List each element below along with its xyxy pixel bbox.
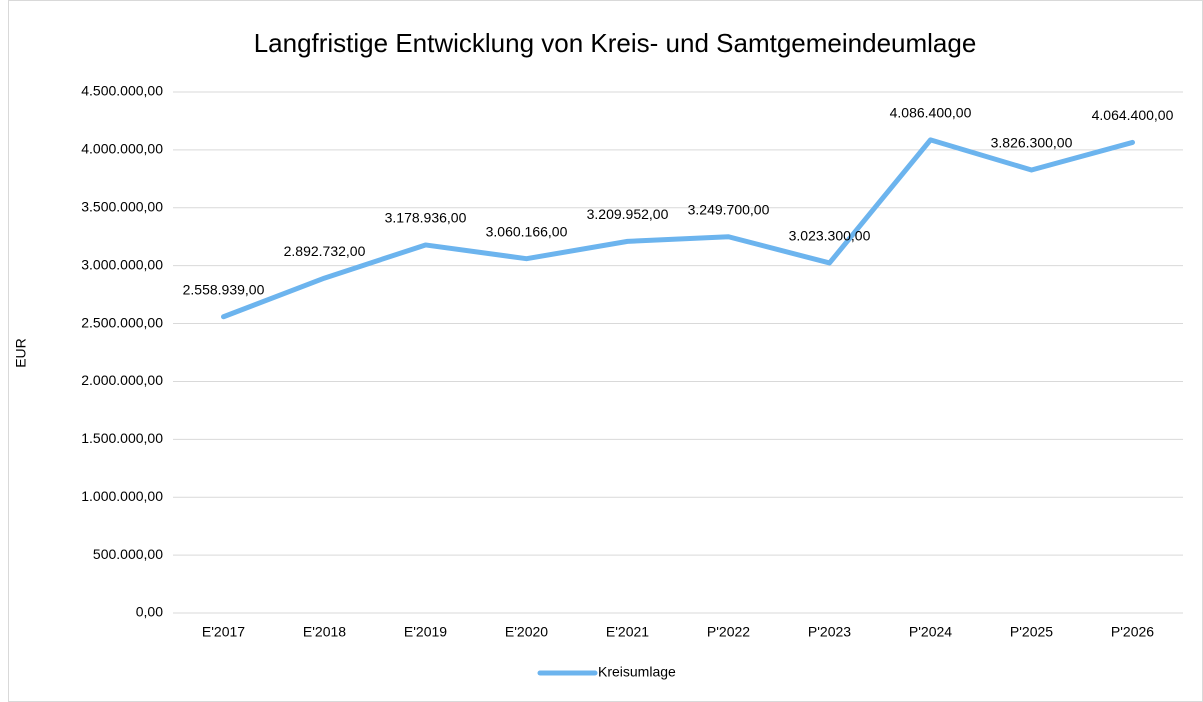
x-tick-label: P'2024 (909, 624, 952, 640)
x-tick-label: E'2019 (404, 624, 447, 640)
x-tick-label: E'2021 (606, 624, 649, 640)
chart-frame (8, 0, 1203, 702)
y-tick-label: 3.500.000,00 (81, 198, 163, 214)
y-tick-label: 500.000,00 (93, 546, 163, 562)
x-tick-label: P'2022 (707, 624, 750, 640)
data-label: 3.826.300,00 (991, 135, 1073, 151)
x-tick-label: E'2018 (303, 624, 346, 640)
y-tick-label: 2.000.000,00 (81, 372, 163, 388)
y-tick-label: 1.500.000,00 (81, 430, 163, 446)
chart-title: Langfristige Entwicklung von Kreis- und … (254, 28, 977, 58)
y-tick-label: 4.500.000,00 (81, 83, 163, 99)
data-label: 3.209.952,00 (587, 206, 669, 222)
y-tick-label: 3.000.000,00 (81, 256, 163, 272)
data-line (221, 137, 1135, 320)
data-label: 3.060.166,00 (486, 223, 568, 239)
data-label: 4.086.400,00 (890, 105, 972, 121)
data-label: 3.178.936,00 (385, 210, 467, 226)
x-tick-label: P'2026 (1111, 624, 1154, 640)
x-tick-label: P'2023 (808, 624, 851, 640)
y-tick-label: 0,00 (136, 604, 163, 620)
data-label: 2.892.732,00 (284, 243, 366, 259)
data-label: 3.023.300,00 (789, 228, 871, 244)
y-tick-label: 1.000.000,00 (81, 488, 163, 504)
y-tick-label: 2.500.000,00 (81, 314, 163, 330)
x-tick-label: E'2017 (202, 624, 245, 640)
data-label: 3.249.700,00 (688, 201, 770, 217)
legend-label: Kreisumlage (598, 664, 676, 680)
x-tick-label: E'2020 (505, 624, 548, 640)
y-axis-title: EUR (13, 338, 29, 368)
data-label: 2.558.939,00 (183, 281, 265, 297)
x-tick-label: P'2025 (1010, 624, 1053, 640)
y-tick-label: 4.000.000,00 (81, 141, 163, 157)
data-label: 4.064.400,00 (1092, 107, 1174, 123)
